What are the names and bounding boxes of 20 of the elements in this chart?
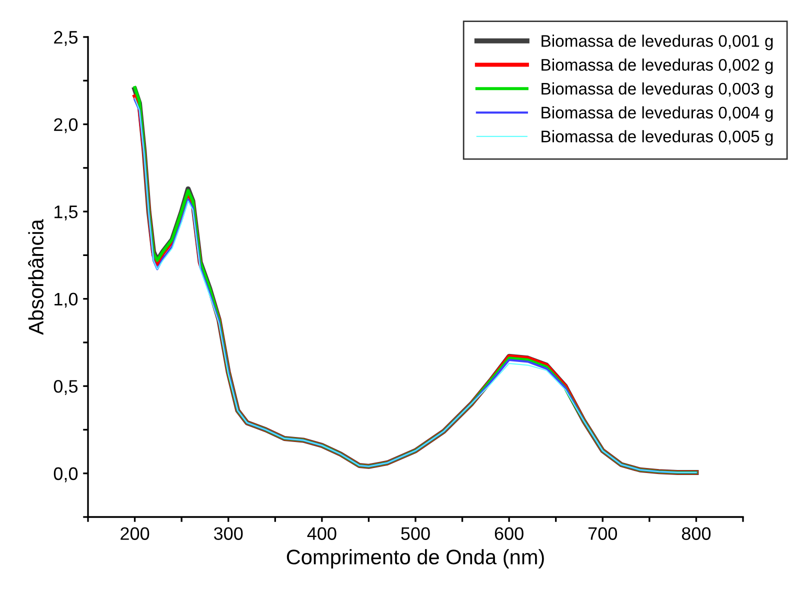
x-tick-label: 700: [588, 527, 617, 540]
x-tick-label: 400: [307, 527, 336, 540]
y-tick-label: 1,5: [54, 206, 78, 220]
x-tick-label: 300: [214, 527, 243, 540]
y-tick-label: 2,0: [54, 118, 78, 134]
legend-label: Biomassa de leveduras 0,002 g: [542, 58, 773, 74]
x-tick-label: 600: [494, 527, 524, 540]
x-tick-label: 200: [120, 527, 150, 540]
x-tick-label: 500: [401, 527, 430, 540]
y-tick-label: 2,5: [54, 30, 78, 46]
y-tick-label: 0,5: [54, 380, 78, 395]
x-axis-title: Comprimento de Onda (nm): [286, 549, 544, 569]
legend-label: Biomassa de leveduras 0,004 g: [542, 106, 773, 122]
legend-label: Biomassa de leveduras 0,001 g: [542, 34, 773, 50]
legend-label: Biomassa de leveduras 0,005 g: [542, 130, 773, 146]
legend-label: Biomassa de leveduras 0,003 g: [542, 82, 773, 98]
y-tick-label: 0,0: [54, 467, 78, 482]
y-axis-title: Absorbância: [28, 219, 44, 335]
x-tick-label: 800: [682, 527, 711, 540]
y-tick-label: 1,0: [54, 292, 78, 308]
